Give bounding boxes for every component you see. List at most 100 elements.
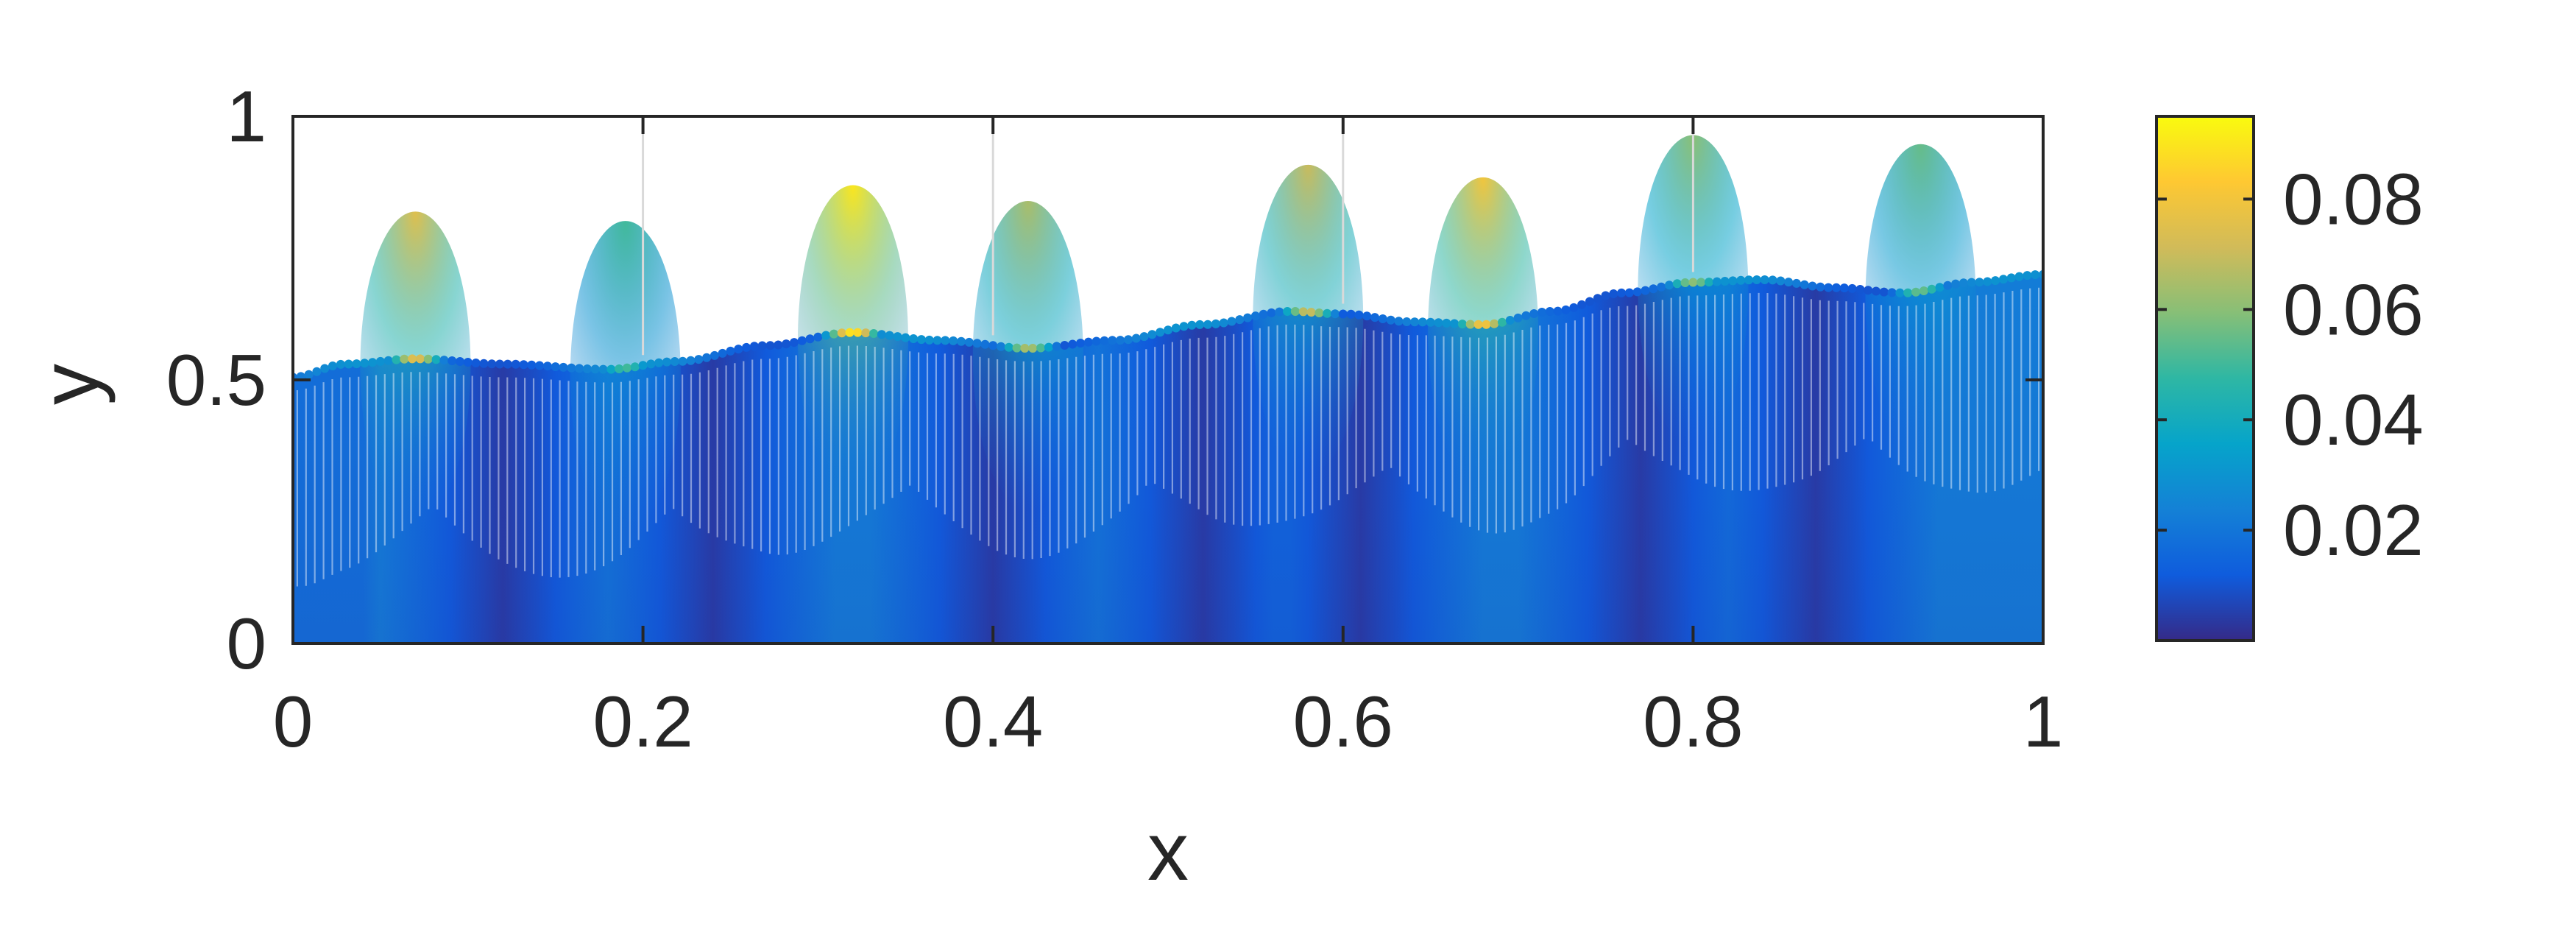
surface-particle xyxy=(344,359,353,369)
surface-particle xyxy=(598,364,608,374)
surface-particle xyxy=(1958,278,1968,288)
surface-particle xyxy=(423,354,433,364)
surface-particle xyxy=(774,340,783,350)
surface-particle xyxy=(1482,320,1491,329)
surface-particle xyxy=(1601,291,1610,300)
surface-particle xyxy=(957,336,966,346)
surface-particle xyxy=(742,342,751,352)
surface-particle xyxy=(479,359,489,368)
surface-particle xyxy=(1864,286,1873,295)
surface-particle xyxy=(1012,343,1022,353)
surface-particle xyxy=(1887,288,1897,297)
surface-particle xyxy=(471,359,481,367)
surface-particle xyxy=(924,335,934,345)
surface-particle xyxy=(1139,332,1149,342)
surface-particle xyxy=(1609,289,1618,298)
grid-lines xyxy=(642,116,1694,356)
hotspot xyxy=(360,211,471,521)
surface-particle xyxy=(821,331,831,340)
surface-particle xyxy=(1561,305,1571,314)
surface-particle xyxy=(511,359,520,369)
surface-particle xyxy=(1657,282,1666,292)
surface-particle xyxy=(1378,314,1387,323)
colorbar-tick-label: 0.06 xyxy=(2283,269,2424,350)
surface-particle xyxy=(527,360,537,370)
surface-particle xyxy=(909,334,919,343)
fluid-shading xyxy=(293,274,2043,643)
surface-particle xyxy=(1617,288,1627,297)
surface-particle xyxy=(861,328,871,338)
x-axis-label: x xyxy=(1147,805,1189,897)
surface-particle xyxy=(1283,307,1292,316)
surface-particle xyxy=(495,359,504,369)
surface-particle xyxy=(1712,277,1722,286)
surface-particle xyxy=(749,342,759,351)
surface-particle xyxy=(1370,313,1379,322)
surface-particle xyxy=(383,356,393,365)
surface-particle xyxy=(1410,317,1420,327)
surface-particle xyxy=(933,336,942,345)
surface-particle xyxy=(662,357,671,367)
axis-ticks: 0 0.2 0.4 0.6 0.8 1 0 0.5 1 xyxy=(166,76,2063,762)
surface-particle xyxy=(734,345,743,354)
x-tick-label: 0 xyxy=(273,681,314,762)
x-tick-label: 0.4 xyxy=(943,681,1043,762)
surface-particle xyxy=(1800,280,1809,289)
surface-particle xyxy=(726,346,735,356)
surface-particle xyxy=(1585,297,1594,306)
surface-particle xyxy=(829,329,838,339)
surface-particle xyxy=(1672,279,1682,289)
surface-particle xyxy=(567,363,576,373)
surface-particle xyxy=(1314,308,1324,317)
surface-particle xyxy=(1100,336,1109,345)
surface-particle xyxy=(893,332,902,342)
surface-particle xyxy=(1983,277,1992,286)
surface-particle xyxy=(1553,306,1563,316)
surface-particle xyxy=(1004,342,1013,352)
surface-particle xyxy=(1919,286,1928,295)
surface-particle xyxy=(1728,276,1738,286)
surface-particle xyxy=(686,356,696,365)
surface-particle xyxy=(980,339,990,349)
surface-particle xyxy=(988,341,998,350)
surface-particle xyxy=(559,362,568,372)
surface-particle xyxy=(328,361,337,370)
hotspot xyxy=(1253,164,1364,474)
surface-particle xyxy=(1545,307,1554,316)
surface-particle xyxy=(630,362,640,372)
surface-particle xyxy=(1943,281,1953,290)
surface-particle xyxy=(1402,317,1412,326)
surface-particle xyxy=(590,364,600,374)
surface-particle xyxy=(1211,319,1220,328)
surface-particle xyxy=(1784,278,1794,287)
surface-particle xyxy=(535,361,545,370)
surface-particle xyxy=(710,350,719,360)
surface-particle xyxy=(1338,309,1348,319)
surface-particle xyxy=(400,354,409,364)
surface-particle xyxy=(582,364,592,373)
surface-particle xyxy=(1521,311,1531,320)
surface-particle xyxy=(1259,309,1268,319)
surface-particle xyxy=(805,334,815,344)
surface-particle xyxy=(1346,309,1356,319)
surface-particle xyxy=(1768,275,1777,285)
surface-particle xyxy=(1227,317,1236,326)
colorbar-tick-label: 0.08 xyxy=(2283,158,2424,239)
surface-particle xyxy=(336,359,345,369)
surface-particle xyxy=(1513,313,1523,322)
x-tick-label: 1 xyxy=(2023,681,2064,762)
surface-particle xyxy=(392,355,401,364)
surface-particle xyxy=(1593,294,1602,303)
surface-particle xyxy=(1306,308,1316,317)
surface-particle xyxy=(1705,278,1713,287)
surface-particle xyxy=(1267,308,1276,317)
surface-particle xyxy=(1720,277,1730,286)
surface-particle xyxy=(1895,288,1905,297)
surface-particle xyxy=(1505,316,1515,325)
surface-particle xyxy=(1036,343,1046,353)
surface-particle xyxy=(1116,336,1125,345)
surface-particle xyxy=(1083,337,1093,347)
surface-particle xyxy=(415,354,425,364)
hotspot xyxy=(1638,135,1749,445)
